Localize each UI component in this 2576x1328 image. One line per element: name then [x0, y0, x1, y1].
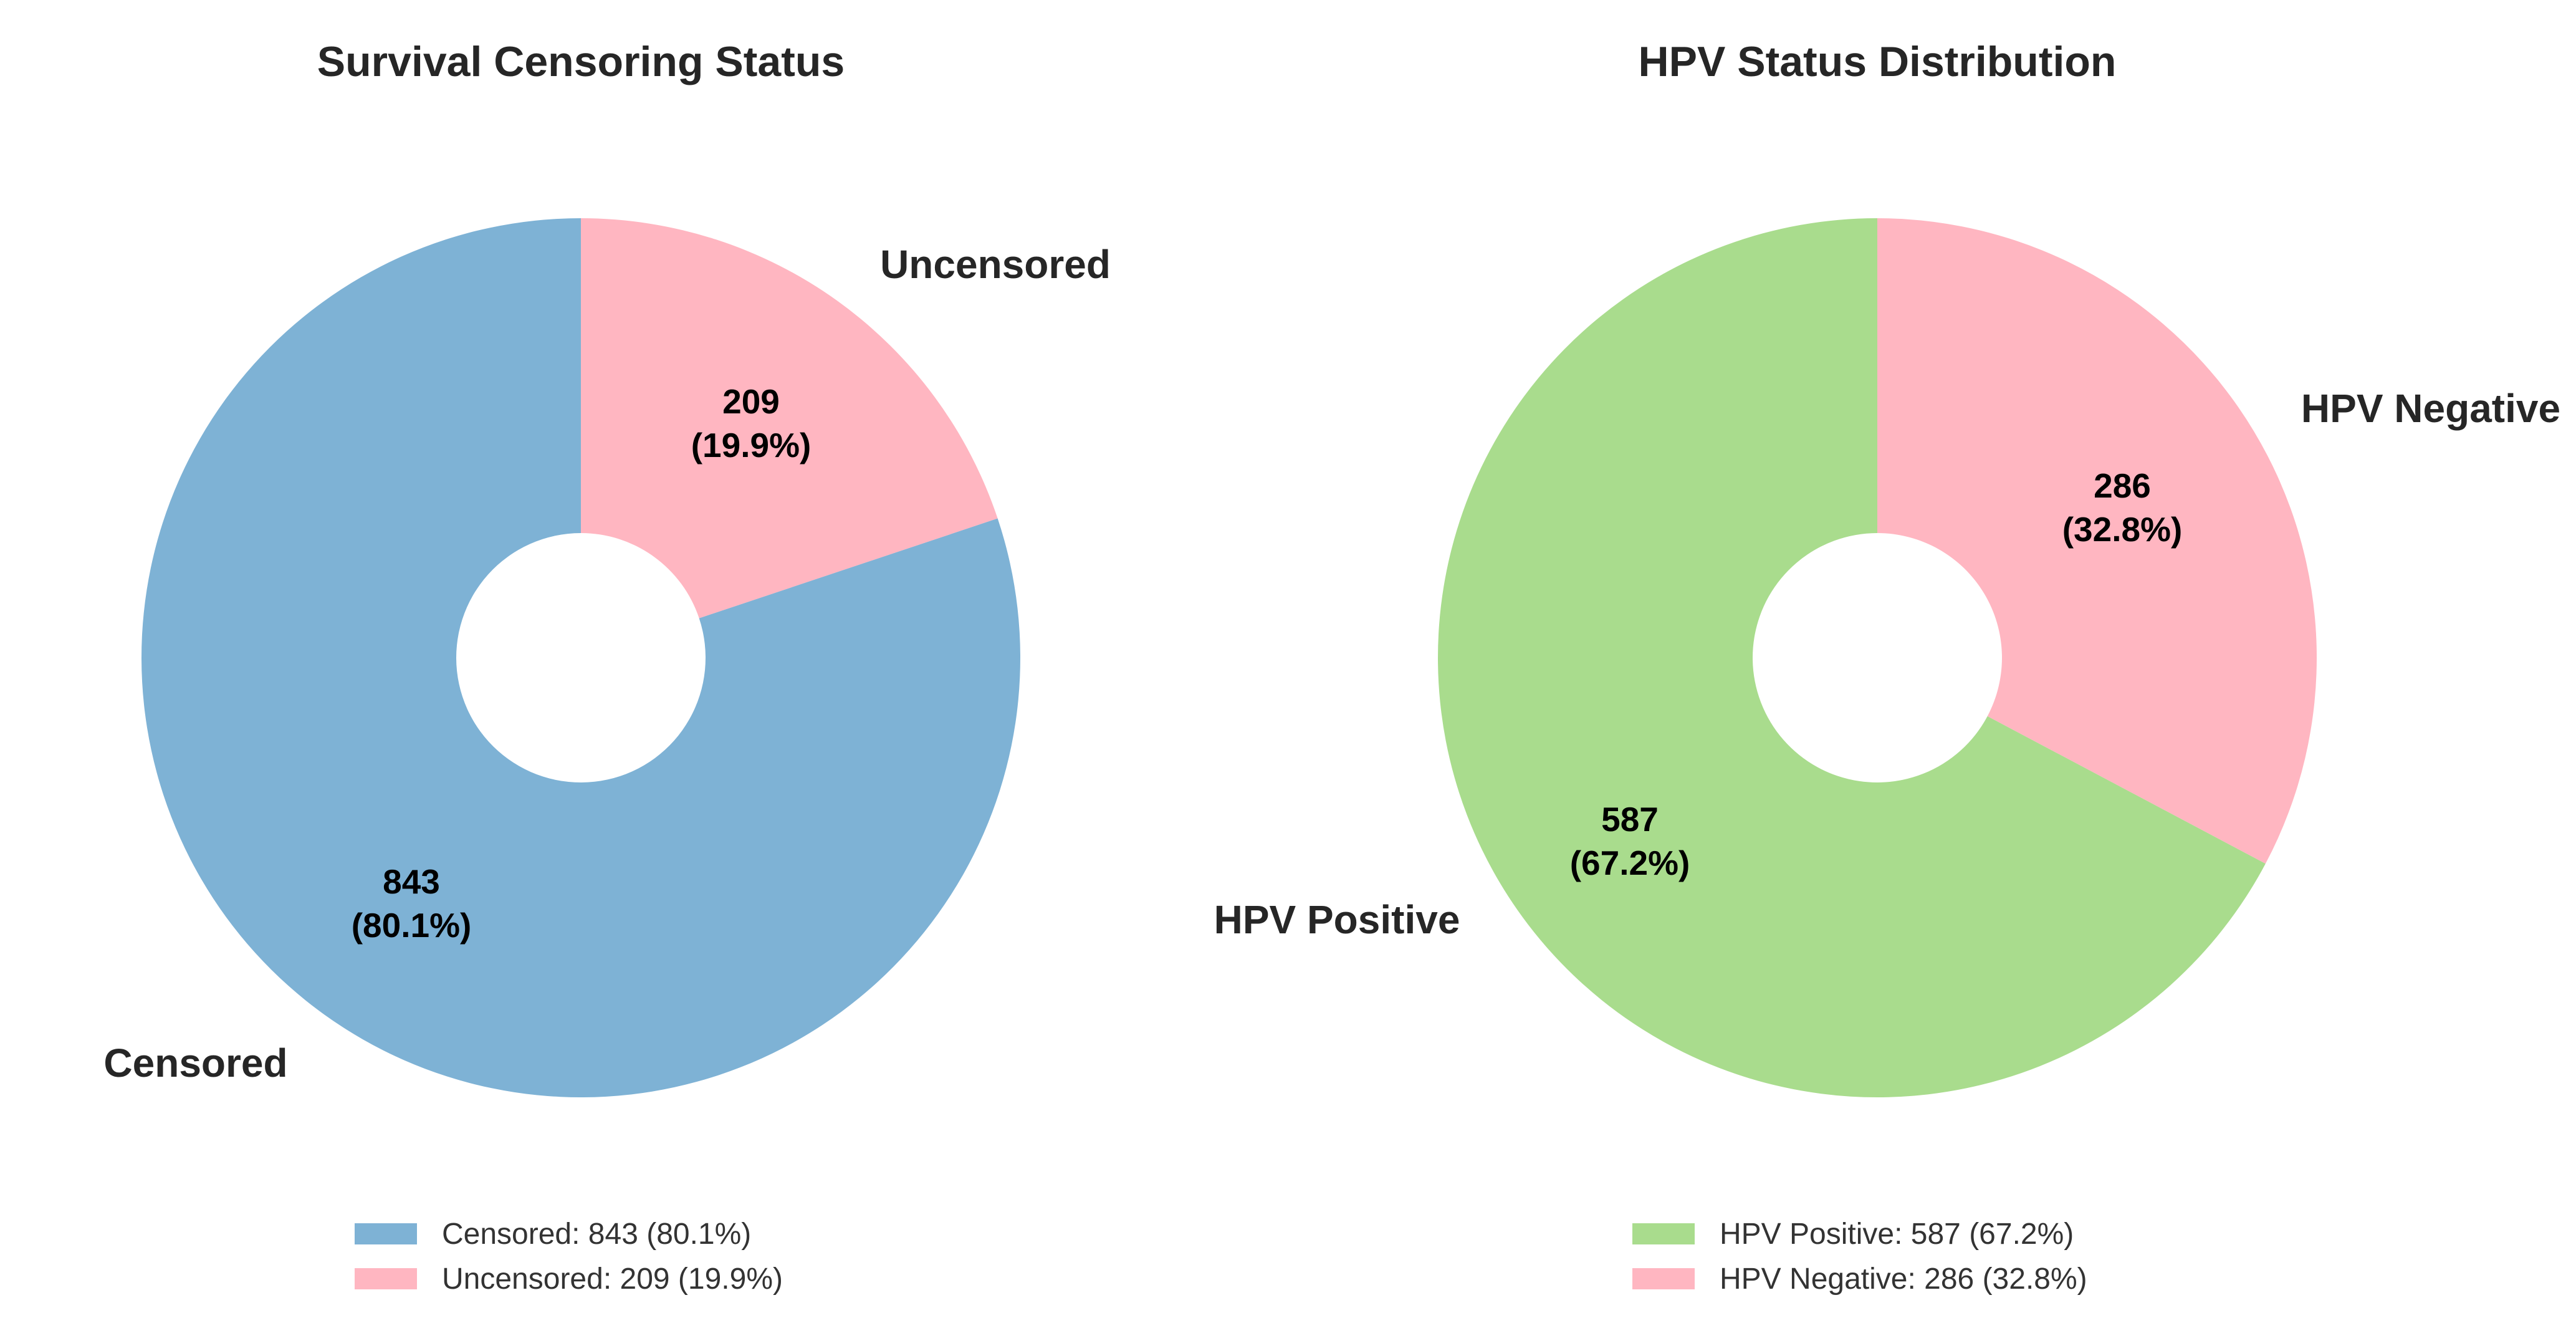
- donut-chart-hpv-status: [1438, 218, 2317, 1098]
- value-percent: (67.2%): [1569, 844, 1690, 882]
- chart-title-hpv-status: HPV Status Distribution: [1638, 37, 2117, 85]
- legend-item-hpv-positive: HPV Positive: 587 (67.2%): [1632, 1216, 2087, 1252]
- value-label-hpv-positive: 587 (67.2%): [1570, 798, 1690, 885]
- legend-hpv-status: HPV Positive: 587 (67.2%) HPV Negative: …: [1632, 1216, 2087, 1297]
- pie-slice-censored: [141, 218, 1021, 1098]
- pie-slice-hpv-positive: [1438, 218, 2266, 1098]
- value-label-censored: 843 (80.1%): [352, 860, 472, 948]
- legend-survival-censoring: Censored: 843 (80.1%) Uncensored: 209 (1…: [355, 1216, 783, 1297]
- value-count: 587: [1601, 800, 1659, 839]
- value-percent: (32.8%): [2062, 510, 2183, 549]
- donut-chart-survival-censoring: [141, 218, 1021, 1098]
- pie-slice-hpv-negative: [1877, 218, 2317, 864]
- value-count: 286: [2094, 466, 2151, 506]
- legend-item-censored: Censored: 843 (80.1%): [355, 1216, 783, 1252]
- legend-label: Uncensored: 209 (19.9%): [442, 1262, 783, 1296]
- pie-slice-uncensored: [581, 218, 998, 618]
- legend-swatch-hpv-positive: [1632, 1223, 1695, 1244]
- legend-label: Censored: 843 (80.1%): [442, 1217, 752, 1251]
- value-label-uncensored: 209 (19.9%): [691, 380, 812, 468]
- legend-item-uncensored: Uncensored: 209 (19.9%): [355, 1261, 783, 1297]
- value-percent: (19.9%): [691, 426, 812, 464]
- slice-label-hpv-positive: HPV Positive: [1214, 897, 1460, 942]
- value-percent: (80.1%): [351, 906, 472, 945]
- legend-swatch-censored: [355, 1223, 417, 1244]
- value-count: 843: [383, 862, 440, 902]
- legend-item-hpv-negative: HPV Negative: 286 (32.8%): [1632, 1261, 2087, 1297]
- slice-label-uncensored: Uncensored: [880, 242, 1111, 287]
- chart-title-survival-censoring: Survival Censoring Status: [317, 37, 845, 85]
- legend-swatch-uncensored: [355, 1268, 417, 1289]
- slice-label-censored: Censored: [103, 1041, 288, 1085]
- legend-label: HPV Positive: 587 (67.2%): [1720, 1217, 2074, 1251]
- value-label-hpv-negative: 286 (32.8%): [2062, 464, 2183, 552]
- value-count: 209: [722, 382, 780, 421]
- legend-swatch-hpv-negative: [1632, 1268, 1695, 1289]
- slice-label-hpv-negative: HPV Negative: [2301, 386, 2561, 431]
- legend-label: HPV Negative: 286 (32.8%): [1720, 1262, 2087, 1296]
